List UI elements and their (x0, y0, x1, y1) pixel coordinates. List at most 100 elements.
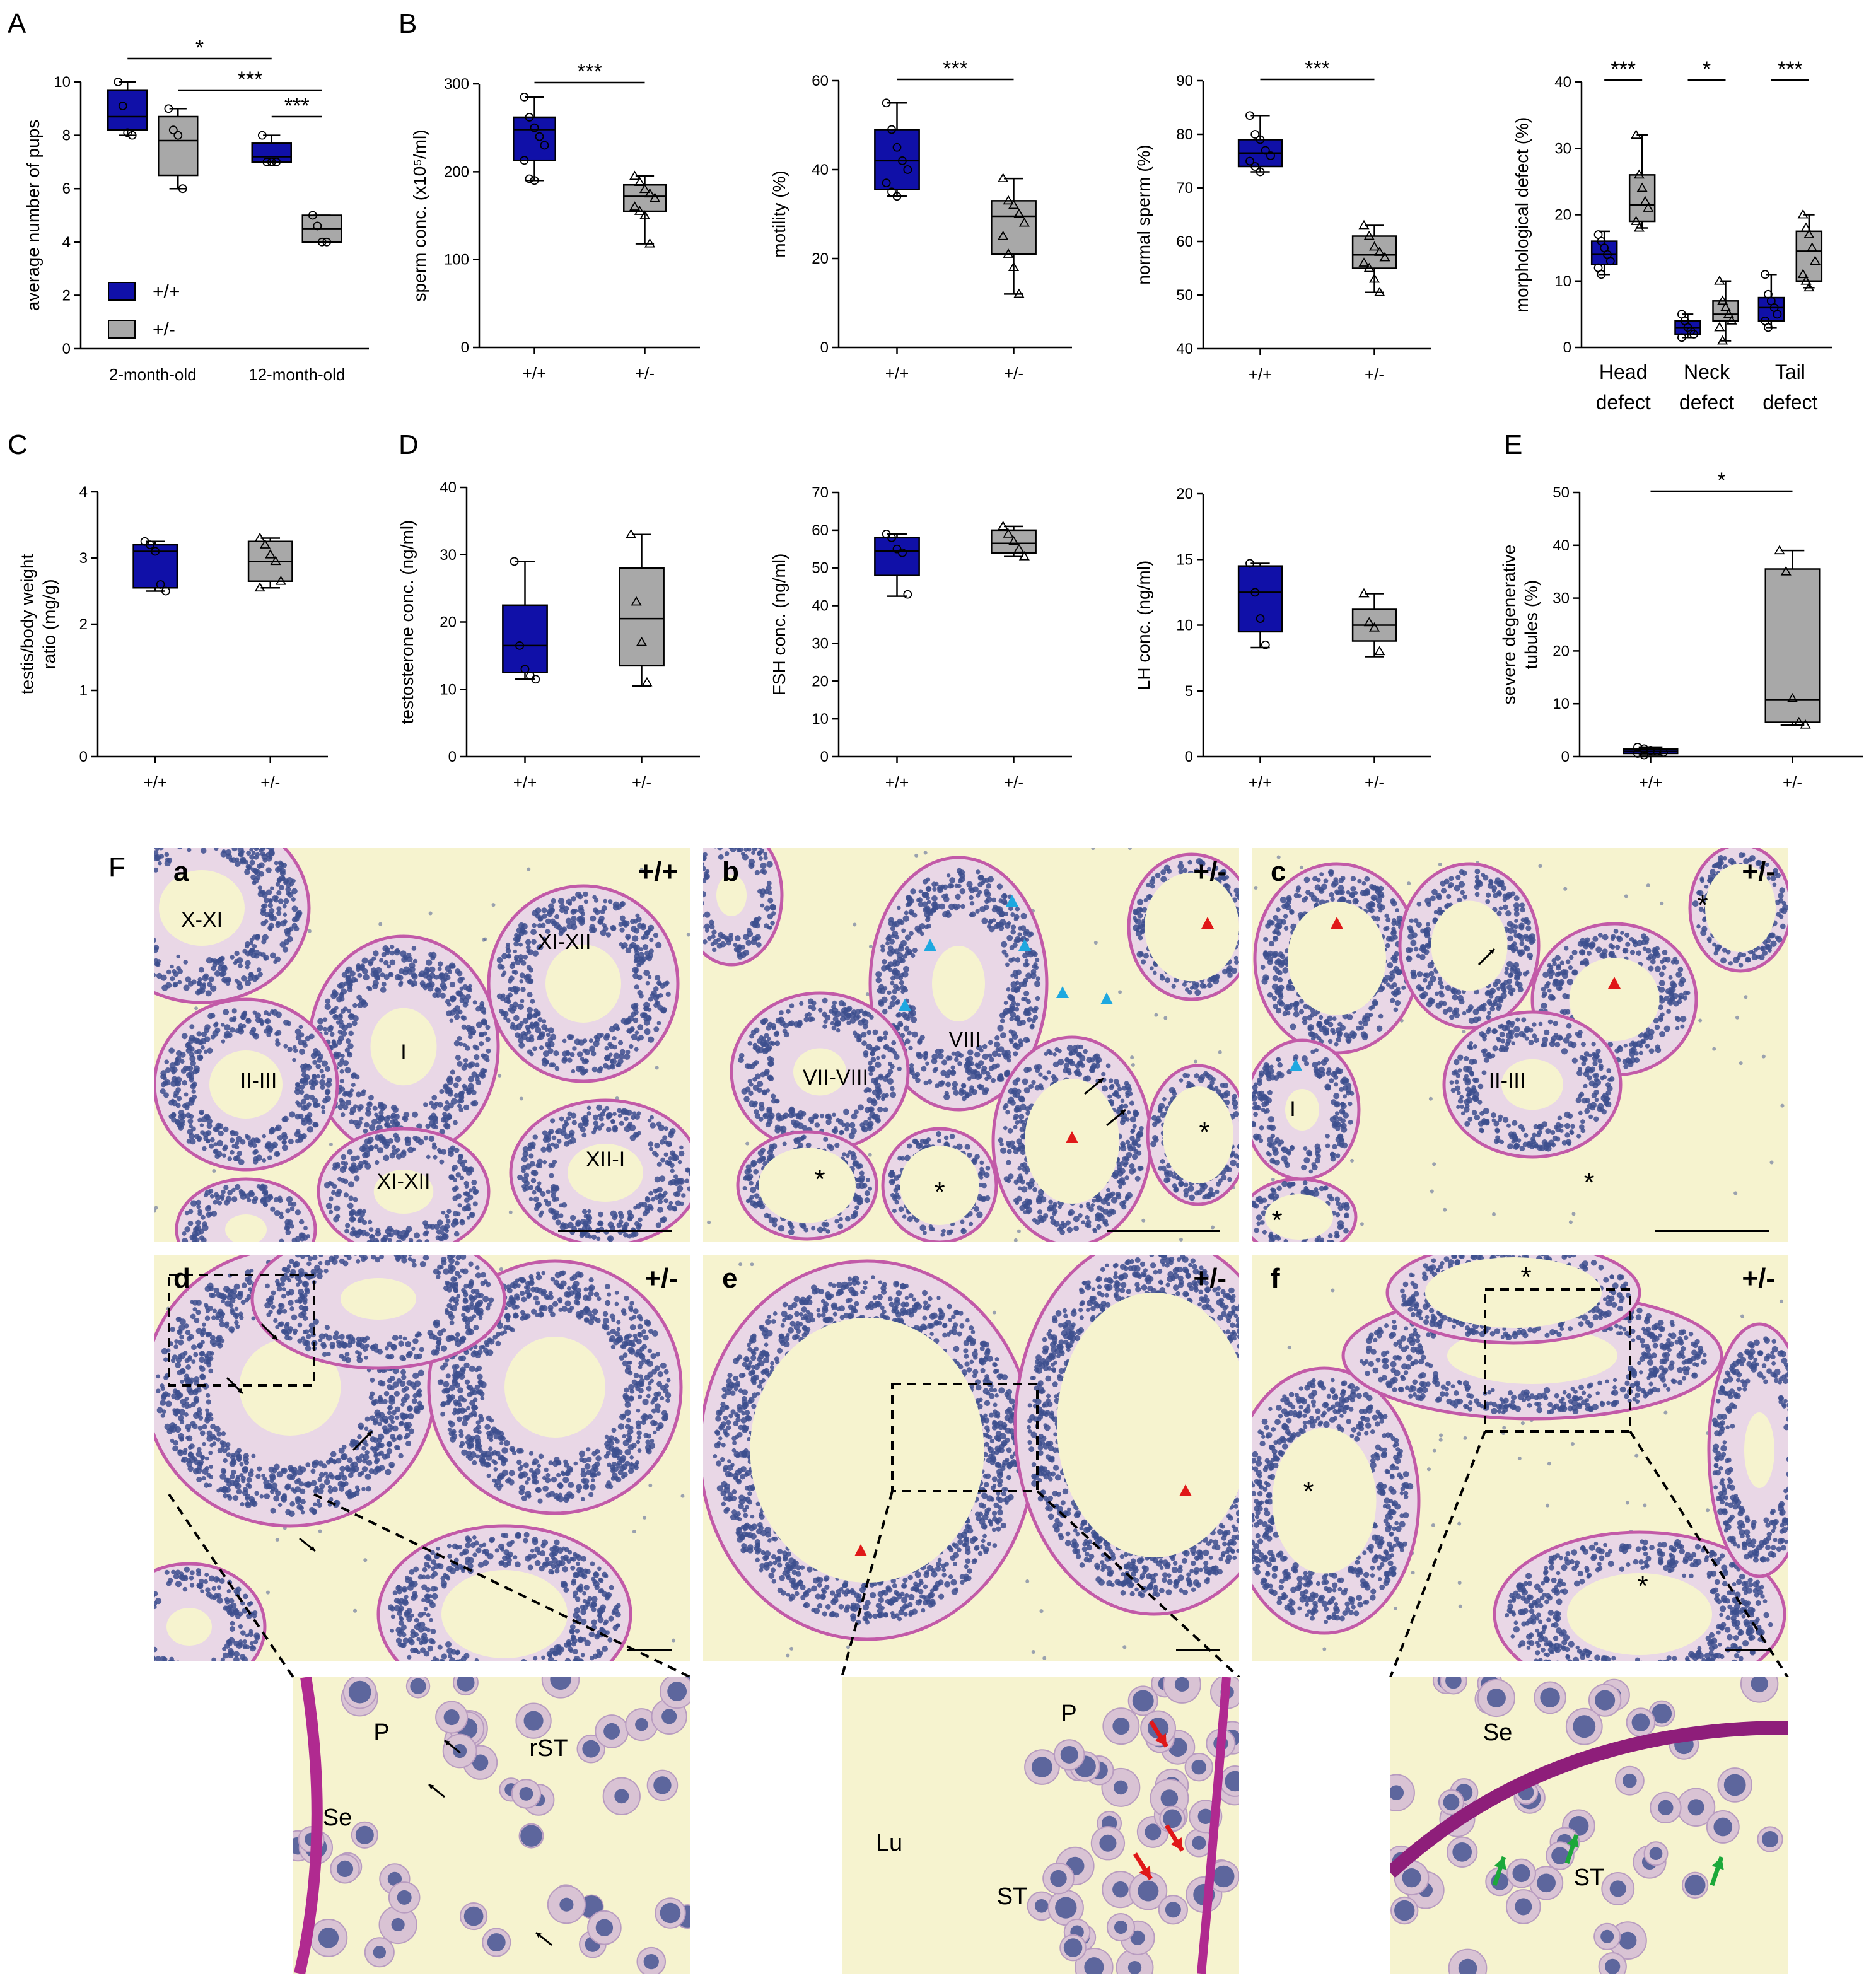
cell-nucleus (1023, 962, 1028, 968)
cell-nucleus (770, 1093, 776, 1099)
histology-image (692, 848, 1239, 1242)
cell-nucleus (604, 1105, 610, 1111)
cell-nucleus (172, 982, 178, 988)
y-axis-label: LH conc. (ng/ml) (1134, 561, 1153, 690)
y-axis-label-line: sperm conc. (x10⁵/ml) (410, 130, 429, 302)
cell-nucleus (530, 1141, 536, 1148)
cell-nucleus (453, 1014, 460, 1020)
cell-nucleus (262, 1158, 267, 1163)
cell-nucleus (846, 1007, 851, 1013)
cell-nucleus (217, 1201, 223, 1206)
cell-nucleus (438, 1149, 443, 1154)
cell-nucleus (267, 925, 273, 931)
cell-nucleus (324, 1088, 331, 1095)
cell-nucleus (767, 1061, 774, 1067)
cell-nucleus (188, 1099, 195, 1106)
cell-nucleus (1101, 1071, 1106, 1077)
cell-nucleus (988, 1040, 993, 1045)
cell-nucleus (263, 897, 269, 904)
y-tick-label: 20 (812, 673, 829, 690)
cell-nucleus (1162, 1096, 1167, 1102)
cell-nucleus (363, 974, 370, 981)
cell-nucleus (207, 1245, 213, 1252)
cell-nucleus (692, 877, 697, 882)
cell-nucleus (977, 1172, 983, 1177)
cell-nucleus (918, 889, 923, 894)
x-tick-label: defect (1596, 391, 1651, 414)
cell-nucleus (455, 1054, 461, 1061)
cell-nucleus (327, 1026, 334, 1033)
cell-nucleus (206, 1118, 213, 1125)
cell-nucleus (551, 1062, 556, 1068)
cell-nucleus (941, 1059, 948, 1066)
data-point (1368, 241, 1380, 251)
cell-nucleus (904, 934, 911, 941)
cell-nucleus (848, 1132, 855, 1139)
cell-nucleus (291, 897, 296, 902)
cell-nucleus (831, 1128, 837, 1134)
cell-nucleus (629, 919, 636, 924)
cell-nucleus (521, 923, 528, 929)
cell-nucleus (610, 1119, 615, 1124)
cell-nucleus (1038, 1072, 1043, 1077)
cell-nucleus (255, 852, 260, 857)
cell-nucleus (1025, 972, 1032, 979)
cell-nucleus (139, 885, 145, 892)
cell-nucleus (607, 1221, 614, 1228)
cell-nucleus (294, 1209, 301, 1216)
cell-nucleus (129, 933, 133, 938)
cell-nucleus (291, 922, 298, 929)
box (1237, 565, 1283, 633)
cell-nucleus (967, 1055, 974, 1062)
cell-nucleus (552, 1214, 557, 1221)
cell-nucleus (898, 1206, 904, 1212)
cell-nucleus (437, 961, 443, 967)
cell-nucleus (334, 1006, 339, 1011)
cell-nucleus (550, 1183, 557, 1191)
cell-nucleus (283, 1044, 288, 1049)
cell-nucleus (643, 1016, 648, 1022)
cell-nucleus (651, 990, 657, 996)
cell-nucleus (972, 886, 979, 893)
cell-nucleus (750, 1187, 757, 1194)
cell-nucleus (686, 933, 690, 937)
cell-nucleus (549, 1173, 554, 1178)
cell-nucleus (416, 1123, 422, 1129)
cell-nucleus (364, 1122, 370, 1128)
cell-nucleus (888, 920, 894, 926)
cell-nucleus (195, 989, 201, 996)
cell-nucleus (517, 1003, 524, 1010)
cell-nucleus (470, 1025, 475, 1030)
cell-nucleus (548, 1040, 555, 1048)
cell-nucleus (854, 1205, 859, 1211)
cell-nucleus (571, 916, 577, 921)
cell-nucleus (506, 999, 511, 1004)
cell-nucleus (696, 880, 700, 884)
cell-nucleus (977, 1083, 983, 1090)
cell-nucleus (404, 1230, 409, 1235)
cell-nucleus (546, 1146, 552, 1153)
cell-nucleus (337, 1035, 344, 1042)
cell-nucleus (505, 994, 511, 1000)
cell-nucleus (282, 1115, 289, 1122)
cell-nucleus (311, 1077, 317, 1083)
cell-nucleus (393, 1132, 399, 1139)
cell-nucleus (940, 1080, 945, 1085)
cell-nucleus (154, 848, 160, 851)
cell-nucleus (463, 1062, 468, 1067)
cell-nucleus (393, 1229, 400, 1236)
cell-nucleus (878, 984, 885, 990)
cell-nucleus (583, 899, 588, 904)
cell-nucleus (821, 1221, 827, 1228)
cell-nucleus (726, 940, 731, 946)
cell-nucleus (567, 1057, 573, 1063)
cell-nucleus (541, 1024, 547, 1030)
cell-nucleus (240, 849, 245, 854)
cell-nucleus (1019, 1127, 1024, 1132)
cell-nucleus (303, 1093, 310, 1100)
cell-nucleus (991, 897, 997, 903)
cell-nucleus (938, 1053, 944, 1059)
cell-nucleus (268, 898, 273, 904)
